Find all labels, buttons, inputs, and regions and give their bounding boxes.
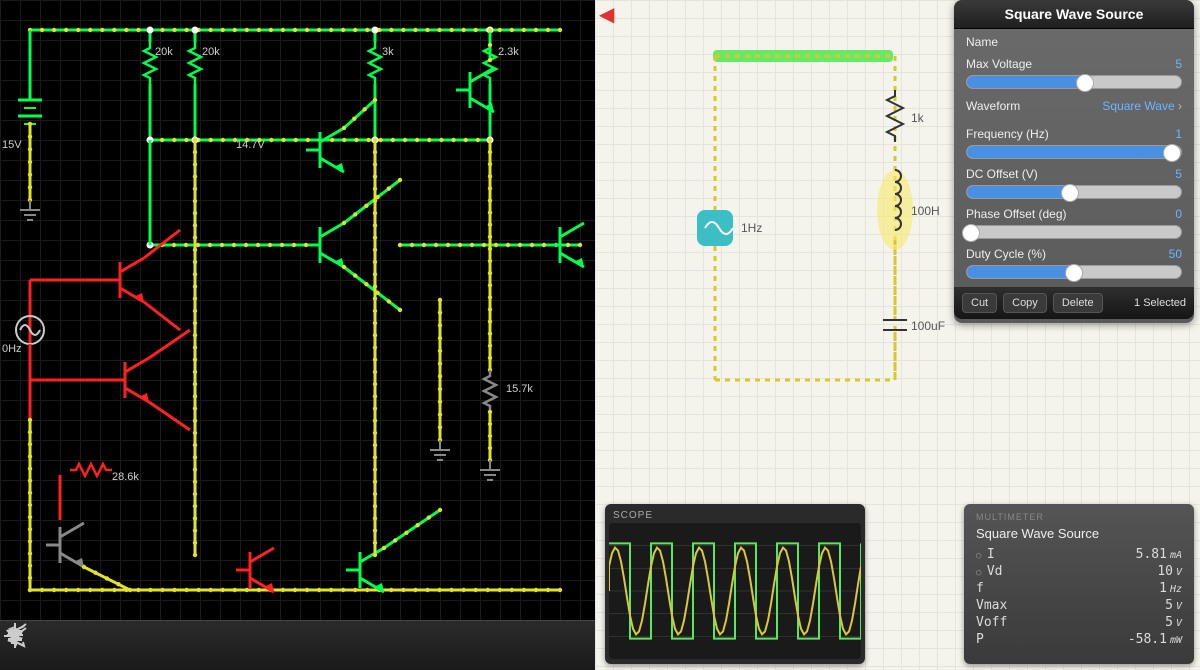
tool-diode-icon[interactable] — [344, 626, 384, 666]
svg-text:1k: 1k — [911, 111, 925, 125]
selected-count: 1 Selected — [1134, 297, 1186, 309]
dc-slider[interactable] — [966, 185, 1182, 199]
property-panel: Square Wave Source Name Max Voltage 5 Wa… — [954, 0, 1194, 323]
meter-subtitle: Square Wave Source — [976, 526, 1182, 541]
tool-transistor-pnp-icon[interactable] — [542, 626, 582, 666]
tool-resistor-icon[interactable] — [145, 626, 185, 666]
prop-waveform-label: Waveform — [966, 99, 1020, 113]
prop-phase-value: 0 — [1175, 207, 1182, 221]
svg-text:2.3k: 2.3k — [498, 46, 519, 58]
meter-row: P-58.1mW — [976, 632, 1182, 647]
property-action-bar: Cut Copy Delete 1 Selected — [954, 287, 1194, 319]
svg-text:100uF: 100uF — [911, 319, 945, 333]
tool-inductor-icon[interactable] — [277, 626, 317, 666]
prop-name-label: Name — [966, 35, 998, 49]
svg-text:3k: 3k — [382, 46, 394, 58]
component-toolbar — [0, 620, 595, 670]
svg-text:1Hz: 1Hz — [741, 221, 762, 235]
meter-row: Vmax5V — [976, 598, 1182, 613]
svg-text:15.7k: 15.7k — [506, 383, 533, 395]
svg-text:15V: 15V — [2, 139, 22, 151]
tool-capacitor-polar-icon[interactable] — [79, 626, 119, 666]
duty-slider[interactable] — [966, 265, 1182, 279]
meter-row[interactable]: I5.81mA — [976, 547, 1182, 562]
scope-panel[interactable]: SCOPE — [605, 504, 865, 664]
scope-title: SCOPE — [609, 508, 861, 523]
svg-text:0Hz: 0Hz — [2, 343, 22, 355]
prop-maxv-value: 5 — [1175, 57, 1182, 71]
prop-maxv-label: Max Voltage — [966, 57, 1032, 71]
dark-circuit-canvas[interactable]: 15V 20k 20k 3k 2.3k 14.7V 15.7k 0Hz 28.6k — [0, 0, 595, 670]
prop-freq-value: 1 — [1175, 127, 1182, 141]
light-circuit-canvas[interactable]: ◀ 1Hz 1k 100H 100uF Square Wave Source Name… — [595, 0, 1200, 670]
meter-row: Voff5V — [976, 615, 1182, 630]
prop-dc-label: DC Offset (V) — [966, 167, 1038, 181]
svg-text:20k: 20k — [202, 46, 220, 58]
multimeter-panel[interactable]: MULTIMETER Square Wave Source I5.81mA Vd1… — [964, 504, 1194, 664]
svg-text:100H: 100H — [911, 204, 940, 218]
prop-duty-label: Duty Cycle (%) — [966, 247, 1046, 261]
tool-transistor-npn-icon[interactable] — [476, 626, 516, 666]
back-arrow-icon[interactable]: ◀ — [599, 2, 614, 27]
prop-dc-value: 5 — [1175, 167, 1182, 181]
meter-row[interactable]: Vd10V — [976, 564, 1182, 579]
copy-button[interactable]: Copy — [1003, 293, 1047, 313]
cut-button[interactable]: Cut — [962, 293, 997, 313]
property-panel-title: Square Wave Source — [954, 0, 1194, 29]
phase-slider[interactable] — [966, 225, 1182, 239]
prop-freq-label: Frequency (Hz) — [966, 127, 1049, 141]
tool-ground-icon[interactable] — [211, 626, 251, 666]
meter-title: MULTIMETER — [976, 512, 1182, 522]
svg-text:14.7V: 14.7V — [236, 139, 265, 151]
svg-text:28.6k: 28.6k — [112, 471, 139, 483]
svg-text:20k: 20k — [155, 46, 173, 58]
tool-diode-led-icon[interactable] — [410, 626, 450, 666]
maxv-slider[interactable] — [966, 75, 1182, 89]
freq-slider[interactable] — [966, 145, 1182, 159]
meter-row: f1Hz — [976, 581, 1182, 596]
delete-button[interactable]: Delete — [1053, 293, 1103, 313]
prop-phase-label: Phase Offset (deg) — [966, 207, 1067, 221]
prop-duty-value: 50 — [1169, 247, 1182, 261]
prop-waveform-value[interactable]: Square Wave — [1102, 99, 1182, 113]
